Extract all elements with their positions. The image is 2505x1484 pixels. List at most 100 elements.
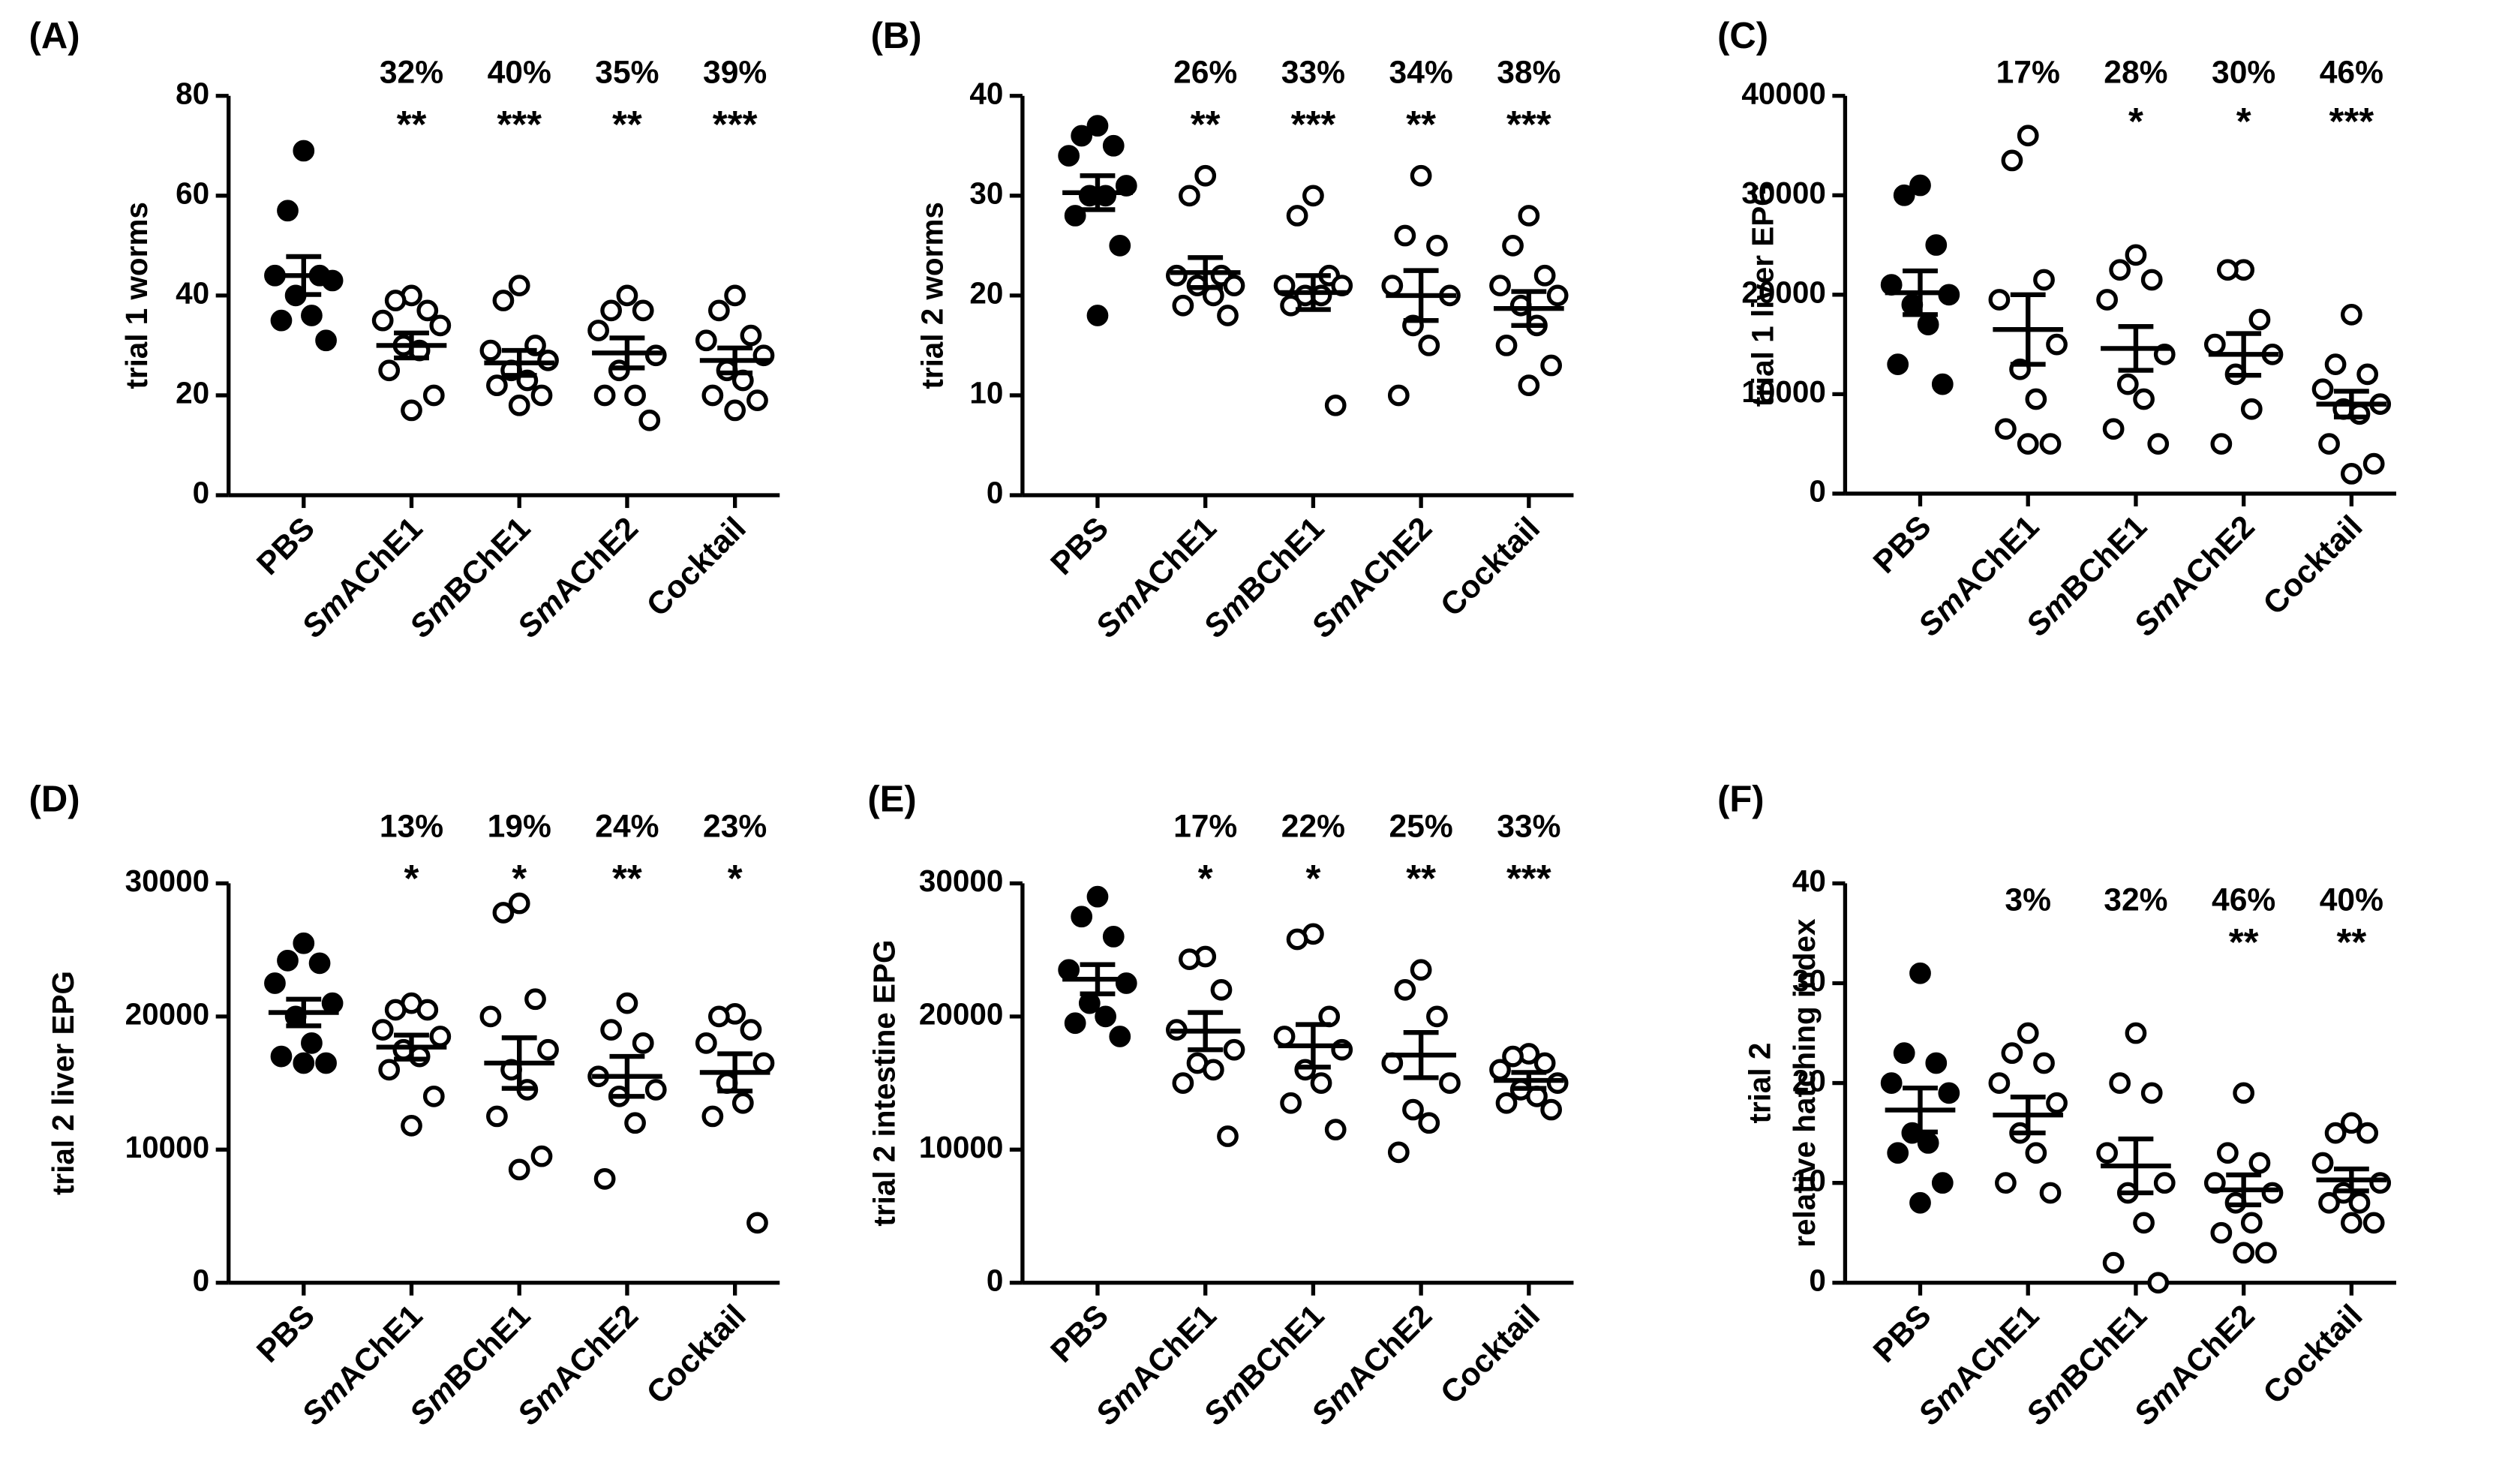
data-point <box>593 1167 616 1190</box>
data-point <box>1071 125 1093 147</box>
data-point <box>2125 244 2147 266</box>
data-point <box>416 299 439 322</box>
data-point <box>2025 1142 2047 1164</box>
data-point <box>315 329 337 352</box>
data-point <box>1095 1005 1116 1028</box>
data-point <box>1925 234 1948 256</box>
data-point <box>1489 275 1511 296</box>
data-point <box>1210 979 1233 1001</box>
error-bar <box>1511 1070 1547 1091</box>
error-bar <box>286 996 322 1029</box>
error-bar <box>1511 289 1547 329</box>
data-point <box>1410 959 1432 981</box>
data-point <box>1286 205 1308 227</box>
data-point <box>1495 1092 1518 1114</box>
data-point <box>1172 1072 1194 1094</box>
data-point <box>707 299 730 322</box>
error-bar <box>2010 1095 2046 1136</box>
data-point <box>2340 1112 2362 1134</box>
data-point <box>1217 305 1239 326</box>
y-tick-label: 0 <box>193 1263 210 1297</box>
data-point <box>1102 926 1125 948</box>
data-point <box>1917 1132 1939 1154</box>
data-point <box>2340 1212 2362 1234</box>
data-point <box>1893 184 1915 206</box>
significance-label: *** <box>2329 100 2374 143</box>
data-point <box>2102 418 2125 440</box>
x-tick-label: Cocktail <box>640 510 753 623</box>
data-point <box>2140 269 2163 291</box>
data-point <box>1387 1141 1410 1164</box>
data-point <box>2133 388 2155 410</box>
data-point <box>2140 1082 2163 1104</box>
data-point <box>1179 185 1200 207</box>
reduction-label: 34% <box>1389 55 1453 91</box>
data-point <box>1518 374 1540 397</box>
data-point <box>1938 1082 1960 1104</box>
y-tick-label: 40 <box>1792 864 1826 898</box>
significance-label: *** <box>1506 103 1551 146</box>
data-point <box>537 350 559 371</box>
significance-label: *** <box>497 103 542 146</box>
x-tick-label: PBS <box>1867 509 1939 581</box>
data-point <box>1988 289 2011 311</box>
data-point <box>479 1005 502 1028</box>
data-point <box>422 1085 445 1107</box>
x-tick-label: Cocktail <box>2256 1298 2369 1411</box>
data-point <box>277 949 299 972</box>
y-tick-label: 60 <box>176 176 209 211</box>
significance-label: ** <box>612 103 642 146</box>
data-point <box>1540 354 1563 377</box>
data-point <box>1533 264 1556 287</box>
data-point <box>2001 149 2023 172</box>
data-point <box>530 384 553 407</box>
data-point <box>2311 1152 2334 1174</box>
significance-label: ** <box>1406 857 1436 900</box>
y-axis-label: trial 2 intestine EPG <box>867 940 902 1227</box>
data-point <box>1426 1005 1448 1028</box>
error-bar <box>717 1051 753 1094</box>
data-point <box>2109 1072 2131 1094</box>
data-point <box>1887 353 1909 375</box>
reduction-label: 32% <box>2104 882 2167 918</box>
data-point <box>401 1114 422 1137</box>
data-point <box>2147 1272 2170 1294</box>
y-tick-label: 0 <box>987 476 1004 510</box>
error-bar <box>1188 255 1224 290</box>
significance-label: ** <box>1406 103 1436 146</box>
data-point <box>308 952 331 975</box>
data-point <box>1109 1026 1131 1047</box>
data-point <box>2216 1142 2239 1164</box>
data-point <box>1533 1052 1556 1074</box>
data-point <box>301 305 323 326</box>
error-bar <box>2333 389 2369 420</box>
data-point <box>2017 1022 2039 1044</box>
data-point <box>2039 433 2062 455</box>
data-point <box>644 1079 667 1101</box>
data-point <box>1273 1026 1296 1047</box>
panel-label: (B) <box>871 16 922 56</box>
data-point <box>264 972 286 994</box>
y-tick-label: 20 <box>176 376 209 410</box>
y-tick-label: 30000 <box>919 864 1003 898</box>
data-point <box>2033 269 2055 291</box>
data-point <box>2025 388 2047 410</box>
data-point <box>1995 1172 2017 1194</box>
significance-label: ** <box>2229 921 2259 963</box>
data-point <box>1546 284 1569 307</box>
error-bar <box>2226 331 2262 378</box>
data-point <box>2147 433 2170 455</box>
data-point <box>701 384 724 407</box>
reduction-label: 46% <box>2212 882 2275 918</box>
data-point <box>707 1005 730 1028</box>
data-point <box>384 999 407 1021</box>
data-point <box>695 1032 717 1054</box>
data-point <box>1418 1112 1440 1134</box>
error-bar <box>609 1053 645 1099</box>
error-bar <box>1903 1086 1938 1134</box>
data-point <box>624 1112 646 1134</box>
data-point <box>1502 1045 1524 1068</box>
y-tick-label: 30 <box>969 176 1003 211</box>
significance-label: * <box>404 857 419 900</box>
data-point <box>1893 1042 1915 1065</box>
